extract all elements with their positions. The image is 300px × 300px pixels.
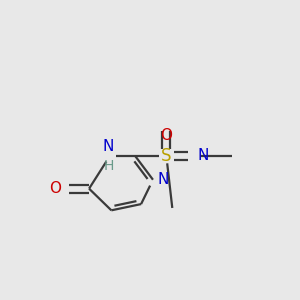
Text: N: N — [158, 172, 169, 187]
Text: N: N — [103, 139, 114, 154]
Text: N: N — [198, 148, 209, 163]
Text: S: S — [161, 147, 172, 165]
Text: O: O — [49, 181, 61, 196]
Text: O: O — [160, 128, 172, 143]
Text: H: H — [103, 159, 114, 173]
